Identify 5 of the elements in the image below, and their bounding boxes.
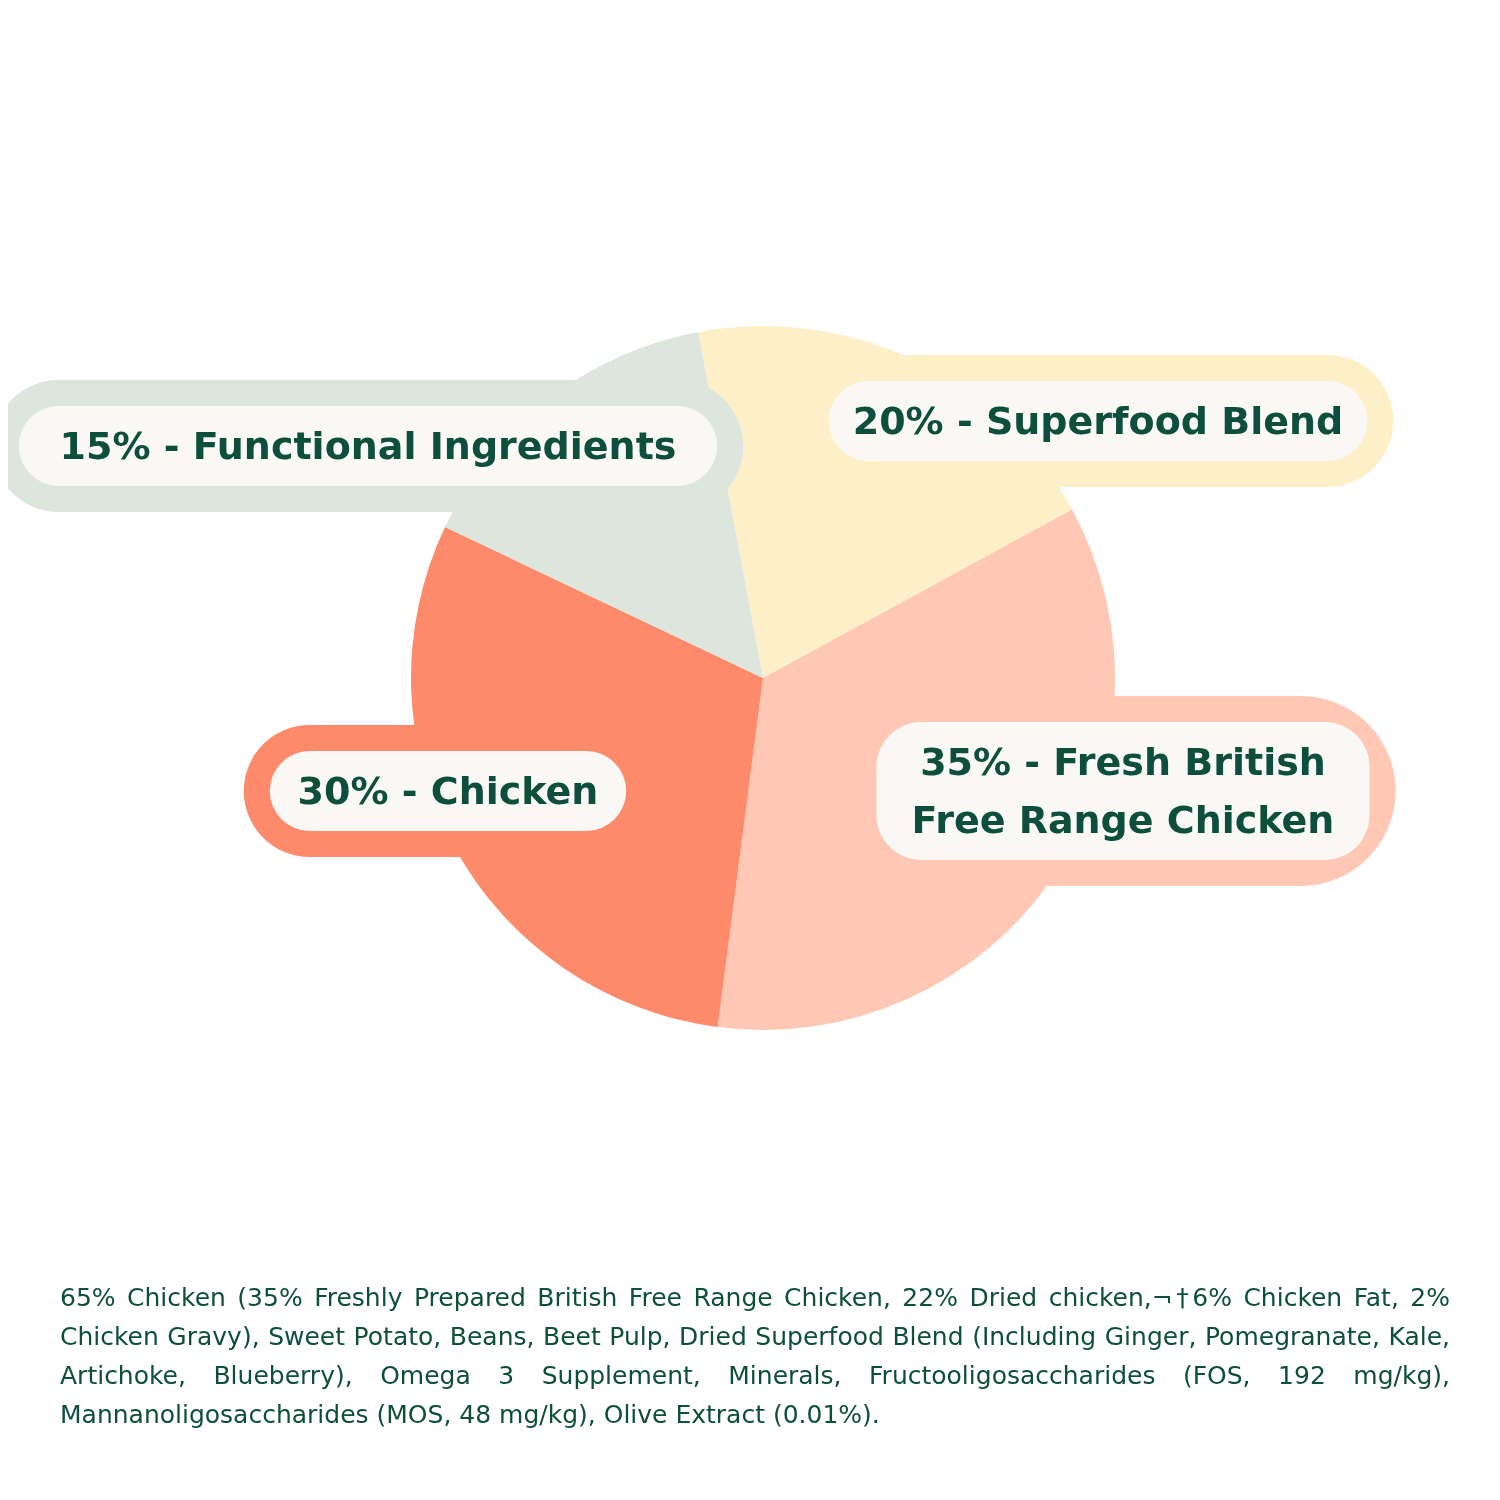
slice-label: 30% - Chicken — [297, 769, 599, 813]
slice-label: 15% - Functional Ingredients — [59, 424, 677, 468]
slice-label: 35% - Fresh British Free Range Chicken — [911, 740, 1335, 842]
slice-label: 20% - Superfood Blend — [852, 399, 1344, 443]
text: 65% Chicken (35% Freshly Prepared British Free Range Chicken, 22% Dried chicken,¬†6% Chicken Fat, 2% Chicken Gravy), Sweet Potato, Beans, Beet Pulp, Dried Superfood Blend (Including Ginger, Pomegranate, Kale, Artichoke, Blueberry), Omega 3 Supplement, Minerals, Fructooligosaccharides (FOS, 192 mg/kg), Mannanoligosaccharides (MOS, 48 mg/kg), Olive Extract (0.01%). — [60, 1282, 1450, 1431]
